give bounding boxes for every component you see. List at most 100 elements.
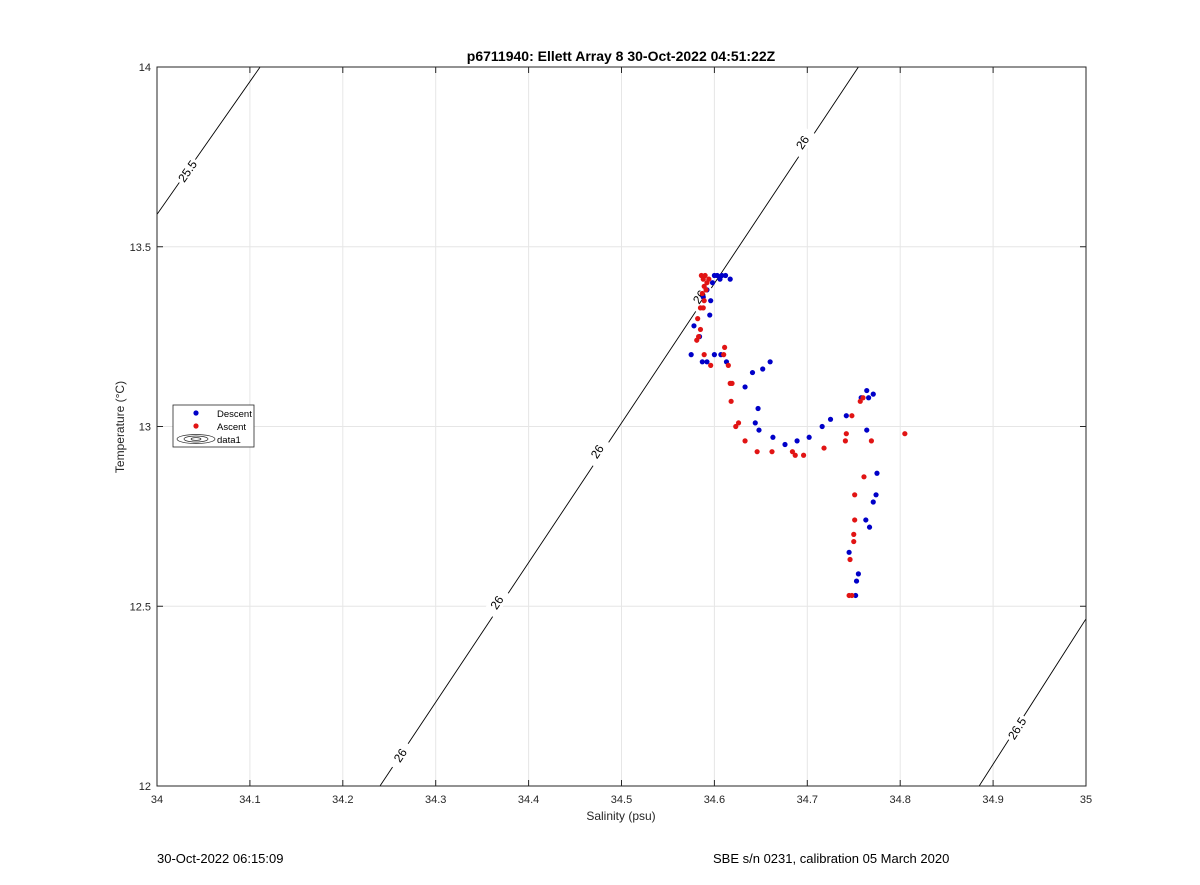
ascent-point: [861, 474, 867, 480]
contour-label-bg: [583, 436, 611, 468]
ascent-point: [703, 287, 709, 293]
ascent-point: [694, 337, 700, 343]
ascent-point: [857, 398, 863, 404]
x-tick-label: 35: [1080, 794, 1092, 806]
ascent-point: [700, 305, 706, 311]
descent-point: [827, 416, 834, 422]
legend-descent-label: Descent: [217, 409, 252, 420]
ascent-point: [849, 592, 855, 599]
descent-point: [714, 272, 720, 279]
y-tick-label: 13: [139, 422, 151, 434]
descent-point: [853, 578, 860, 584]
ascent-point: [701, 352, 707, 358]
sigma-contour-25-5: [157, 67, 261, 215]
descent-point: [722, 272, 729, 279]
descent-point: [755, 405, 761, 412]
ascent-point: [821, 445, 827, 451]
x-tick-label: 34.3: [425, 794, 446, 806]
x-tick-label: 34.4: [518, 794, 539, 806]
ascent-point: [800, 452, 807, 458]
descent-point: [699, 359, 705, 365]
ascent-point: [842, 438, 848, 444]
grid: [157, 67, 1086, 786]
ascent-point: [706, 276, 712, 282]
descent-point: [756, 427, 762, 433]
descent-point: [709, 280, 716, 286]
descent-point: [691, 323, 697, 329]
descent-point: [708, 298, 714, 304]
descent-point: [873, 492, 879, 498]
ascent-point: [729, 380, 735, 386]
ascent-point: [699, 290, 705, 297]
descent-point: [727, 276, 733, 282]
ascent-point: [722, 344, 728, 351]
descent-point: [711, 352, 718, 358]
ascent-point: [754, 449, 760, 455]
ascent-point: [735, 420, 742, 426]
x-tick-label: 34.7: [797, 794, 818, 806]
x-tick-label: 34.6: [704, 794, 725, 806]
ascent-point: [725, 362, 731, 368]
sigma-contour-26: [379, 67, 859, 786]
contour-label-bg: [386, 739, 414, 771]
x-tick-label: 34.5: [611, 794, 632, 806]
ascent-point: [695, 316, 701, 322]
descent-point: [794, 438, 800, 444]
descent-point: [704, 359, 710, 365]
y-tick-label: 13.5: [130, 242, 151, 254]
descent-point: [863, 517, 869, 523]
ascent-point: [742, 438, 748, 444]
descent-point: [749, 369, 756, 376]
ascent-point: [851, 538, 857, 545]
descent-point: [806, 434, 812, 440]
ascent-point: [728, 398, 734, 404]
y-axis-label: Temperature (°C): [113, 381, 127, 473]
ascent-point: [769, 449, 775, 455]
descent-point: [782, 441, 788, 448]
descent-point: [864, 387, 870, 394]
descent-point: [770, 434, 776, 440]
ascent-point: [702, 272, 708, 279]
ascent-point: [697, 326, 704, 333]
descent-point: [870, 499, 876, 505]
chart-title: p6711940: Ellett Array 8 30-Oct-2022 04:…: [467, 48, 776, 64]
descent-point: [870, 391, 876, 397]
descent-point: [855, 571, 861, 577]
descent-point: [752, 420, 758, 426]
legend-data1-label: data1: [217, 435, 241, 446]
contour-label-bg: [789, 126, 817, 159]
footer-calibration: SBE s/n 0231, calibration 05 March 2020: [713, 851, 950, 866]
descent-point: [866, 395, 872, 401]
axis-ticks: 34 34.1 34.2 34.3 34.4 34.5 34.6 34.7 34.8 34.9 35…: [130, 62, 1093, 806]
descent-point: [843, 413, 849, 419]
legend-descent-marker: [193, 410, 199, 416]
ascent-point: [852, 492, 858, 498]
legend-ascent-marker: [193, 423, 199, 429]
y-tick-label: 12.5: [130, 601, 151, 613]
ascent-point: [843, 431, 849, 437]
ascent-point: [792, 452, 798, 458]
ascent-point: [789, 449, 796, 455]
ascent-point: [852, 517, 858, 523]
sigma-contour-26-5: [978, 618, 1086, 786]
ascent-point: [849, 413, 855, 419]
descent-point: [874, 470, 880, 476]
ascent-point: [701, 298, 707, 304]
ascent-point: [847, 556, 853, 563]
ascent-point: [851, 531, 857, 537]
descent-point: [846, 549, 852, 555]
descent-point: [719, 272, 725, 279]
data-points: [688, 272, 908, 599]
contour-label-bg: [173, 155, 202, 187]
x-axis-label: Salinity (psu): [586, 809, 655, 823]
descent-point: [742, 384, 748, 390]
ascent-point: [708, 362, 714, 368]
descent-point: [819, 423, 825, 430]
ascent-point: [721, 352, 727, 358]
contour-label-bg: [1003, 712, 1031, 745]
descent-point: [707, 312, 713, 318]
x-tick-label: 34.9: [982, 794, 1003, 806]
x-tick-label: 34.2: [332, 794, 353, 806]
